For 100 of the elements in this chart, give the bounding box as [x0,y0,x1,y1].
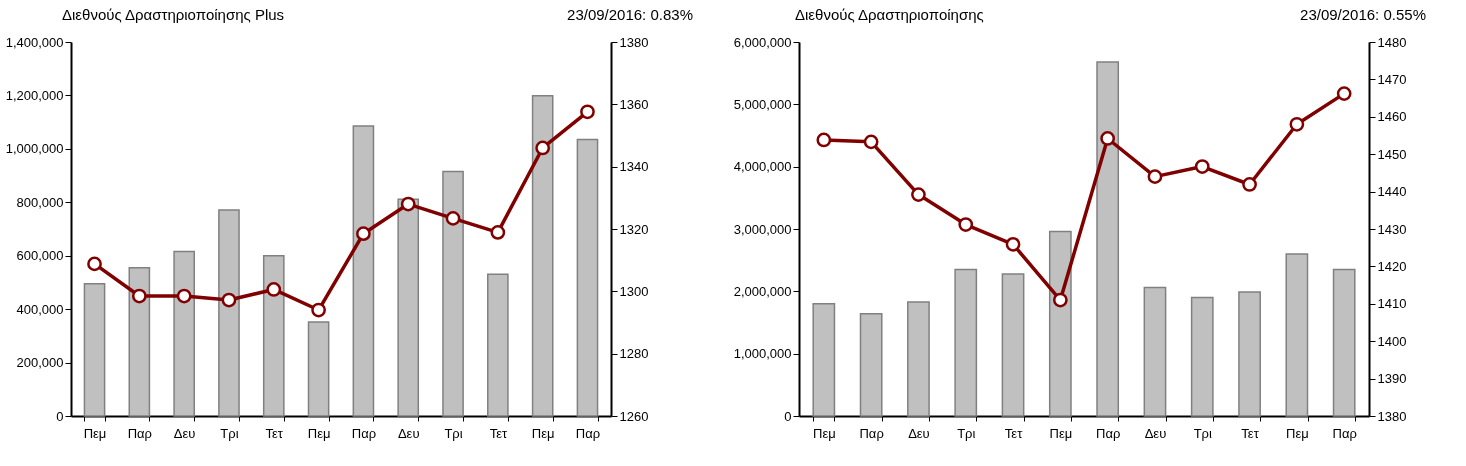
y-tick-label: 3,000,000 [733,221,792,237]
point [863,134,879,150]
bar [352,125,375,417]
y-tick-label: 6,000,000 [733,34,792,50]
bar [859,313,883,417]
x-tick-label: Παρ [575,425,601,441]
x-tick-label: Παρ [1332,425,1357,441]
x-tick-label: Πεμ [1286,425,1309,441]
bar [1143,286,1167,417]
bar [218,209,240,417]
point [445,211,461,226]
bar [1001,273,1025,417]
y-tick-label: 2,000,000 [733,283,792,299]
bar [173,250,195,417]
point [87,256,102,272]
y-tick-label: 0 [784,408,792,424]
point [131,288,147,304]
y2-tick-label: 1260 [619,408,649,424]
bar [1048,230,1072,417]
y-tick-label: 4,000,000 [733,159,792,175]
x-tick-label: Παρ [1096,425,1121,441]
y-tick-label: 1,000,000 [5,141,64,157]
x-tick-label: Δευ [908,425,930,441]
y2-tick-label: 1300 [619,283,649,299]
x-tick-label: Τρι [220,425,239,441]
x-tick-label: Δευ [173,425,196,441]
y2-tick-label: 1320 [619,221,649,237]
bar [1332,268,1356,417]
y2-tick-label: 1360 [619,96,649,112]
y2-tick-label: 1430 [1377,221,1407,237]
y2-tick-label: 1450 [1377,146,1407,162]
y2-tick-label: 1410 [1377,296,1407,312]
y2-tick-label: 1400 [1377,333,1407,349]
point [176,288,192,304]
point [490,225,506,240]
x-tick-label: Πεμ [307,425,331,441]
bar [1285,253,1309,417]
x-tick-label: Τρι [957,425,976,441]
x-tick-label: Πεμ [531,425,555,441]
point [1242,177,1257,192]
x-tick-label: Πεμ [83,425,107,441]
point [1005,236,1021,252]
point [958,217,974,232]
bar [442,170,464,417]
point [1336,86,1352,101]
y2-tick-label: 1470 [1377,71,1407,87]
point [816,132,832,148]
bar [907,301,930,417]
y-tick-label: 0 [56,408,64,424]
y2-tick-label: 1420 [1377,258,1407,274]
bar [487,273,509,417]
y-tick-label: 1,000,000 [733,346,792,362]
bar [83,283,106,417]
point [266,282,282,297]
x-tick-label: Παρ [127,425,152,441]
point [580,104,595,120]
y2-tick-label: 1390 [1377,371,1407,387]
x-tick-label: Παρ [351,425,377,441]
y2-tick-label: 1280 [619,346,649,362]
x-tick-label: Πεμ [1049,425,1073,441]
point [1100,131,1116,146]
bar [307,321,330,417]
bar [397,198,420,417]
x-tick-label: Δευ [397,425,420,441]
chart-title: Διεθνούς Δραστηριοποίησης Plus [62,6,285,25]
point [400,196,416,212]
bar [1096,61,1120,417]
y-tick-label: 1,400,000 [5,34,64,50]
y2-tick-label: 1480 [1377,34,1407,50]
point [356,226,371,242]
y-tick-label: 5,000,000 [733,96,792,112]
x-tick-label: Τετ [1004,425,1024,441]
y2-tick-label: 1340 [619,159,649,175]
bar [954,268,978,417]
bar [531,94,554,417]
chart-subtitle: 23/09/2016: 0.83% [567,6,693,25]
x-tick-label: Τετ [265,425,284,441]
point [311,302,326,318]
x-tick-label: Τετ [1241,425,1260,441]
y2-tick-label: 1380 [1377,408,1407,424]
point [221,292,237,308]
y2-tick-label: 1380 [619,34,649,50]
y-tick-label: 200,000 [16,355,64,371]
x-tick-label: Τρι [1193,425,1212,441]
x-tick-label: Παρ [859,425,884,441]
point [1289,116,1305,132]
bar [128,266,151,417]
y-tick-label: 600,000 [16,248,64,264]
x-tick-label: Δευ [1144,425,1167,441]
chart-title: Διεθνούς Δραστηριοποίησης [795,6,984,25]
bar [1190,296,1214,417]
chart-subtitle: 23/09/2016: 0.55% [1300,6,1426,25]
bar [262,254,285,417]
x-tick-label: Τρι [444,425,463,441]
x-tick-label: Τετ [489,425,508,441]
bar [812,303,836,417]
y-tick-label: 1,200,000 [5,87,64,103]
point [1052,292,1068,308]
point [911,187,926,202]
bar [1238,291,1261,417]
